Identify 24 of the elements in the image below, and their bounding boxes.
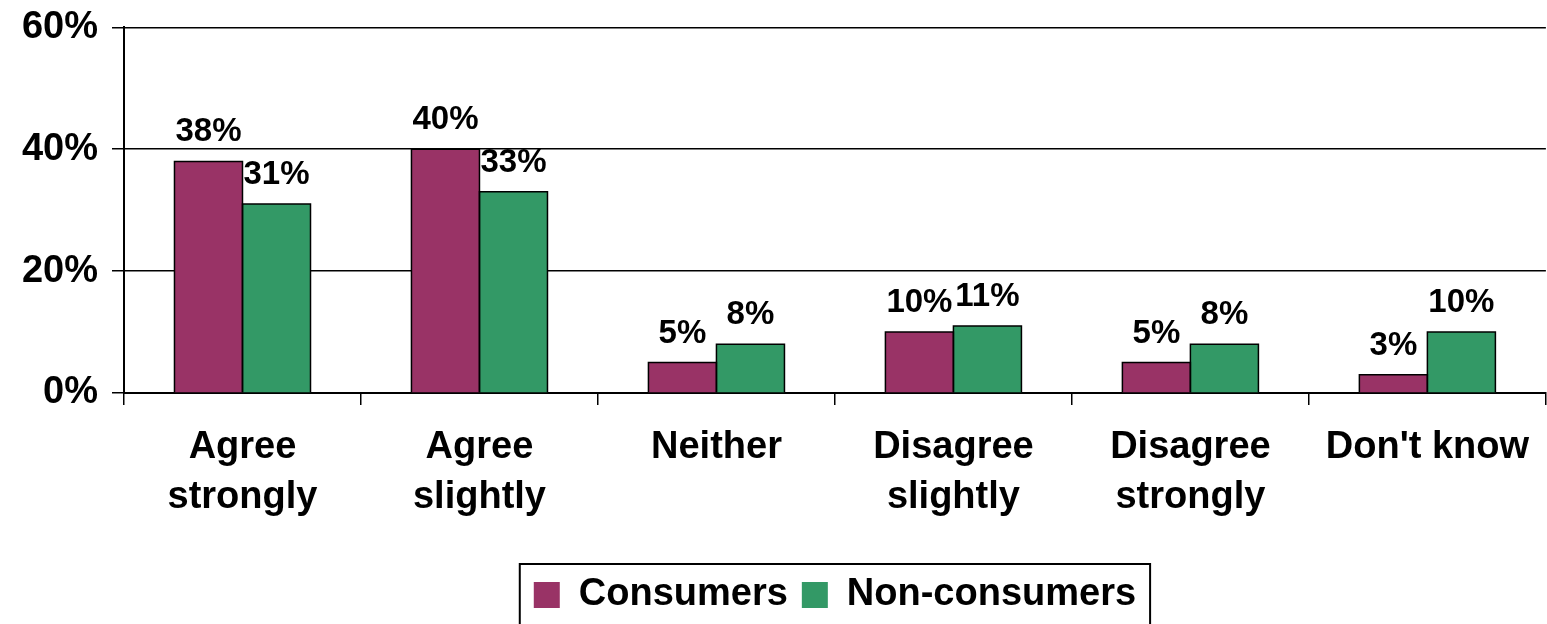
data-label: 5% (1132, 312, 1181, 350)
x-tick-label: Disagree strongly (1110, 424, 1271, 516)
data-label: 33% (480, 141, 547, 179)
x-tick-label: Neither (650, 424, 783, 467)
legend-label: Non-consumers (846, 571, 1137, 614)
x-tick-label: Agree strongly (167, 424, 318, 516)
y-tick-label: 40% (21, 125, 98, 168)
x-tick-label: Disagree slightly (873, 424, 1034, 516)
x-tick-label: Don't know (1325, 424, 1530, 467)
data-label: 10% (886, 282, 953, 320)
data-label: 38% (175, 111, 242, 149)
legend-label: Consumers (578, 571, 788, 614)
data-label: 11% (955, 275, 1020, 313)
y-tick-label: 60% (21, 3, 98, 46)
x-tick-label: Agree slightly (412, 424, 546, 516)
y-tick-label: 20% (21, 247, 98, 290)
data-label: 31% (243, 154, 310, 192)
data-label: 8% (1200, 294, 1249, 332)
data-label: 10% (1428, 282, 1495, 320)
data-label: 8% (726, 294, 775, 332)
data-label: 5% (658, 312, 707, 350)
data-label: 40% (412, 99, 479, 137)
data-label: 3% (1369, 324, 1418, 362)
y-tick-label: 0% (43, 369, 98, 412)
